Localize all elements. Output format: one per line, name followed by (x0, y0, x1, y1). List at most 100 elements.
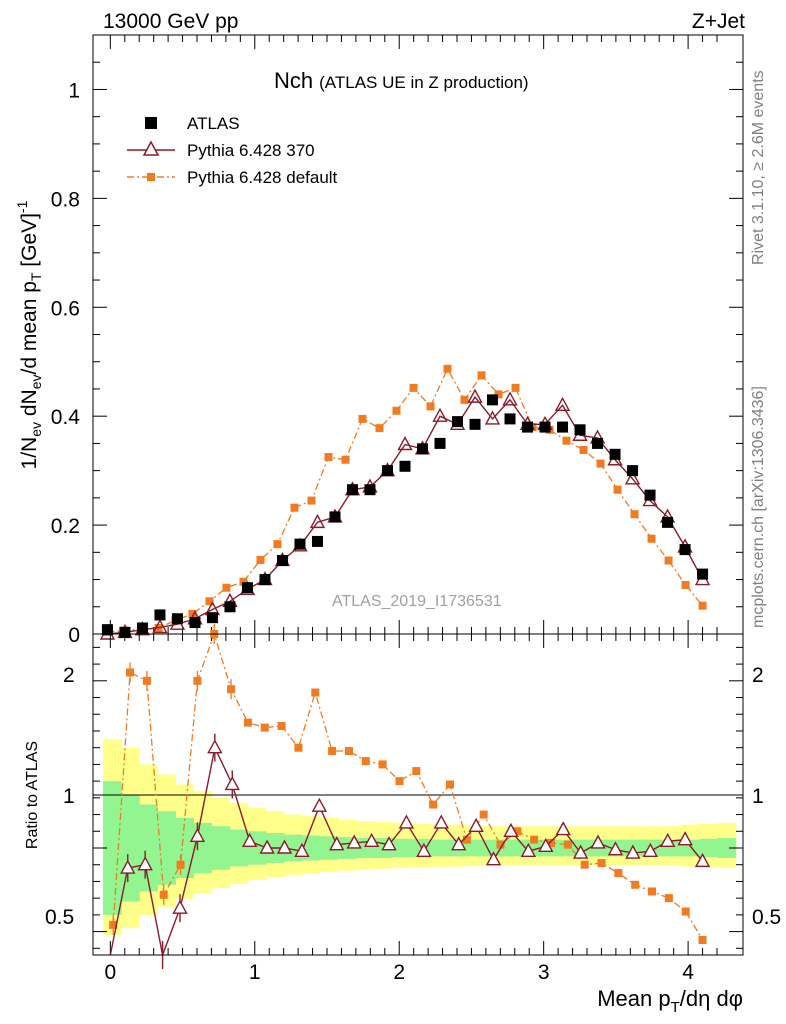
ratio-band-stat (103, 781, 122, 915)
ratio-pythia370-point (137, 856, 153, 871)
ratio-pythia-default-point (277, 721, 286, 730)
atlas-point (241, 582, 253, 594)
ratio-pythia-default-point (648, 887, 657, 896)
legend-marker-pythia-default (147, 173, 155, 181)
x-axis-label: Mean pT/dη dφ (597, 986, 743, 1016)
pythia-default-point (290, 503, 299, 512)
pythia370-point (502, 391, 518, 406)
atlas-point (522, 421, 534, 433)
ratio-pythia370-point (538, 837, 554, 853)
ratio-band-stat (157, 811, 176, 885)
atlas-point (434, 437, 446, 449)
ratio-pythia-default-point (243, 718, 252, 727)
main-y-tick-label: 0.8 (51, 188, 80, 211)
ratio-pythia370-point (433, 814, 449, 829)
pythia-default-point (188, 609, 197, 618)
ratio-ytick-label-1-right: 1 (752, 785, 764, 808)
ratio-pythia-default-point (395, 777, 404, 786)
pythia-default-point (358, 414, 367, 423)
ratio-pythia-default-point (563, 840, 572, 849)
legend-label-pythia370: Pythia 6.428 370 (187, 141, 315, 160)
ratio-x-tick-labels: 0 1 2 3 4 (104, 961, 694, 984)
atlas-point (644, 489, 656, 501)
ratio-pythia370-point (259, 839, 275, 854)
ratio-band-stat (464, 839, 484, 857)
analysis-watermark: ATLAS_2019_I1736531 (332, 593, 502, 610)
ratio-uncertainty-bands (103, 739, 737, 935)
pythia-default-point (426, 402, 435, 411)
pythia-default-point (579, 445, 588, 454)
pythia-default-point (324, 453, 333, 462)
ratio-ytick-label-2-left: 2 (63, 664, 75, 687)
pythia-default-point (256, 555, 265, 564)
main-title: Nch (ATLAS UE in Z production) (274, 68, 529, 93)
pythia-default-point (341, 455, 350, 464)
ratio-band-stat (392, 838, 411, 858)
process-label: Z+Jet (692, 10, 745, 33)
pythia370-point (152, 618, 168, 634)
ratio-pythia370-point (607, 841, 624, 856)
ratio-ytick-label-2-right: 2 (752, 664, 764, 687)
atlas-point (189, 617, 201, 629)
pythia370-point (624, 470, 641, 485)
pythia370-point (309, 513, 326, 529)
ratio-pythia370-point (294, 842, 310, 858)
ratio-pythia370-point (520, 842, 537, 858)
atlas-point (119, 626, 131, 638)
pythia-default-point (613, 485, 622, 494)
atlas-point (469, 418, 481, 430)
ratio-pythia-default-point (361, 757, 370, 766)
ratio-pythia-default-point (664, 894, 673, 903)
ratio-pythia-default-point (614, 869, 623, 878)
ratio-panel: 0 1 2 3 4 2 1 0.5 2 1 0.5 Ratio to ATLAS Mea… (24, 624, 781, 1016)
ratio-x-tick-label: 3 (538, 961, 550, 984)
atlas-point (679, 544, 691, 556)
ratio-pythia-default-point (513, 827, 522, 836)
ratio-frame (92, 633, 744, 956)
atlas-point (574, 424, 586, 436)
pythia-default-point (494, 390, 503, 399)
ratio-pythia370-point (468, 817, 484, 832)
ratio-pythia370-point (398, 814, 415, 829)
atlas-point (206, 612, 218, 624)
ratio-pythia-default-point (479, 810, 488, 819)
ratio-pythia370-point (207, 739, 223, 754)
ratio-pythia-default-point (681, 907, 690, 916)
atlas-point (294, 538, 306, 550)
atlas-point (452, 416, 464, 428)
atlas-point (627, 465, 639, 477)
ratio-pythia370-point (503, 822, 519, 837)
atlas-point (154, 609, 166, 621)
atlas-point (311, 535, 323, 547)
ratio-pythia370-point (694, 852, 711, 868)
ratio-y-axis-label: Ratio to ATLAS (24, 741, 41, 849)
main-y-tick-label: 0.6 (51, 297, 80, 320)
legend-label-pythia-default: Pythia 6.428 default (187, 168, 338, 187)
ratio-band-stat (717, 837, 737, 859)
legend-marker-atlas (145, 117, 157, 129)
pythia-default-point (511, 383, 520, 392)
atlas-point (224, 601, 236, 613)
ratio-pythia370-point (224, 775, 240, 791)
legend-label-atlas: ATLAS (187, 114, 240, 133)
pythia-default-point (273, 540, 282, 549)
pythia-default-point (698, 601, 707, 610)
ratio-pythia-default-point (328, 747, 337, 756)
ratio-pythia370-point (381, 836, 397, 851)
pythia-default-point (460, 395, 469, 404)
ratio-pythia-default-point (227, 685, 236, 694)
ratio-pythia-default-point (631, 880, 640, 889)
ratio-pythia-default-line (112, 631, 704, 941)
ratio-pythia-default-point (142, 676, 151, 685)
atlas-point (171, 613, 183, 625)
ratio-pythia370-point (416, 842, 432, 858)
ratio-pythia370-point (572, 844, 589, 859)
ratio-band-stat (211, 826, 231, 870)
atlas-point (487, 394, 499, 406)
ratio-pythia-default-point (429, 800, 438, 809)
pythia-default-point (307, 496, 316, 505)
ratio-pythia370-point (363, 832, 380, 848)
main-y-axis-label: 1/Nev dNev/d mean pT [GeV]-1 (14, 200, 44, 469)
ratio-pythia-default-point (580, 860, 589, 869)
